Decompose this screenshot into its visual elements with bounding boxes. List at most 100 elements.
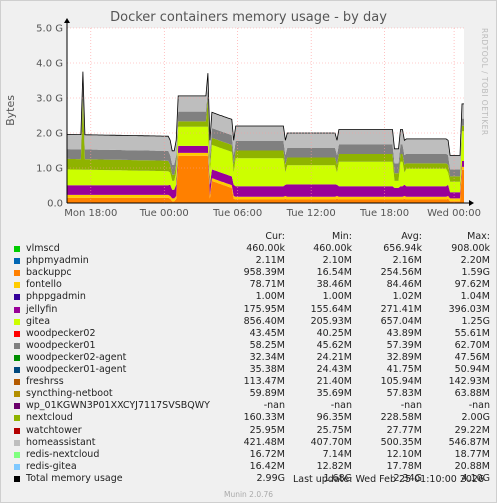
header-min: Min: [331, 231, 352, 242]
legend-series-name: wp_01KGWN3P01XXCYJ7117SVSBQWY [26, 400, 210, 412]
legend-avg-value: 656.94k [383, 243, 422, 255]
legend-cur-value: 58.25M [249, 339, 285, 351]
legend-cur-value: 160.33M [243, 412, 285, 424]
legend-swatch [14, 475, 20, 482]
legend-cur-value: 2.11M [255, 255, 285, 267]
legend-avg-value: 271.41M [380, 303, 422, 315]
legend-cur-value: 16.72M [249, 448, 285, 460]
legend-row: wp_01KGWN3P01XXCYJ7117SVSBQWY -nan -nan -na… [12, 400, 490, 412]
nextcloud-area [67, 96, 464, 182]
memory-area-chart: 0.0 1.0 G 2.0 G 3.0 G 4.0 G 5.0 G Mon 18:00 Tue… [36, 18, 481, 219]
legend-min-value: 40.25M [316, 327, 352, 339]
legend-cur-value: -nan [263, 400, 285, 412]
legend-max-value: 50.94M [454, 364, 490, 376]
legend-swatch [14, 379, 20, 386]
legend-swatch [14, 294, 20, 301]
legend-avg-value: 27.77M [386, 424, 422, 436]
legend-max-value: 142.93M [448, 376, 490, 388]
y-axis-arrow [64, 18, 70, 23]
legend-avg-value: 254.56M [380, 267, 422, 279]
legend-series-name: woodpecker02-agent [26, 351, 127, 363]
y-tick-label: 3.0 G [36, 94, 63, 105]
legend-series-name: freshrss [26, 376, 64, 388]
last-update: Last update: Wed Feb 25 01:10:00 2026 [292, 474, 484, 485]
legend-series-name: woodpecker01-agent [26, 364, 127, 376]
legend-swatch [14, 451, 20, 458]
legend-swatch [14, 246, 20, 253]
legend-cur-value: 43.45M [249, 327, 285, 339]
legend-cur-value: 25.95M [249, 424, 285, 436]
legend-swatch [14, 318, 20, 325]
legend-avg-value: 84.46M [386, 279, 422, 291]
legend-min-value: 21.40M [316, 376, 352, 388]
legend-header-row: Cur: Min: Avg: Max: [12, 231, 490, 243]
legend-cur-value: 421.48M [243, 436, 285, 448]
legend-cur-value: 460.00k [246, 243, 285, 255]
legend-avg-value: 1.02M [392, 291, 422, 303]
legend-avg-value: 2.16M [392, 255, 422, 267]
legend-min-value: 24.21M [316, 351, 352, 363]
legend-avg-value: 12.10M [386, 448, 422, 460]
legend-series-name: fontello [26, 279, 62, 291]
legend-table: Cur: Min: Avg: Max: vlmscd 460.00k 460.00k… [12, 231, 490, 485]
legend-series-name: redis-gitea [26, 460, 77, 472]
backuppc-area [67, 155, 464, 203]
legend-min-value: 155.64M [310, 303, 352, 315]
legend-row: phppgadmin 1.00M 1.00M 1.02M 1.04M [12, 291, 490, 303]
legend-series-name: woodpecker01 [26, 339, 96, 351]
legend-row: watchtower 25.95M 25.75M 27.77M 29.22M [12, 425, 490, 437]
legend-avg-value: -nan [400, 400, 422, 412]
legend-min-value: 407.70M [310, 436, 352, 448]
legend-cur-value: 32.34M [249, 351, 285, 363]
legend-min-value: 7.14M [322, 448, 352, 460]
legend-min-value: -nan [330, 400, 352, 412]
rrdtool-credit: RRDTOOL / TOBI OETIKER [480, 28, 489, 136]
legend-row: nextcloud 160.33M 96.35M 228.58M 2.00G [12, 412, 490, 424]
legend-avg-value: 43.89M [386, 327, 422, 339]
legend-row: redis-nextcloud 16.72M 7.14M 12.10M 18.77M [12, 449, 490, 461]
x-tick-label: Tue 18:00 [359, 208, 409, 219]
legend-cur-value: 856.40M [243, 315, 285, 327]
legend-row: woodpecker02-agent 32.34M 24.21M 32.89M 47.5… [12, 352, 490, 364]
legend-max-value: 63.88M [454, 388, 490, 400]
chart-title: Docker containers memory usage - by day [110, 10, 387, 25]
legend-row: fontello 78.71M 38.46M 84.46M 97.62M [12, 279, 490, 291]
legend-cur-value: 78.71M [249, 279, 285, 291]
legend-avg-value: 500.35M [380, 436, 422, 448]
legend-min-value: 12.82M [316, 460, 352, 472]
legend-avg-value: 2.34G [393, 472, 422, 484]
legend-max-value: 29.22M [454, 424, 490, 436]
legend-swatch [14, 258, 20, 265]
legend-series-name: vlmscd [26, 243, 60, 255]
legend-max-value: 62.70M [454, 339, 490, 351]
legend-max-value: 1.59G [461, 267, 490, 279]
legend-min-value: 1.68G [323, 472, 352, 484]
legend-series-name: phppgadmin [26, 291, 86, 303]
legend-swatch [14, 354, 20, 361]
legend-avg-value: 657.04M [380, 315, 422, 327]
legend-max-value: 47.56M [454, 351, 490, 363]
legend-series-name: watchtower [26, 424, 82, 436]
header-max: Max: [467, 231, 490, 242]
legend-series-name: gitea [26, 315, 51, 327]
legend-row: vlmscd 460.00k 460.00k 656.94k 908.00k [12, 243, 490, 255]
legend-max-value: 2.20M [460, 255, 490, 267]
legend-series-name: Total memory usage [26, 472, 123, 484]
legend-cur-value: 1.00M [255, 291, 285, 303]
legend-max-value: 1.25G [461, 315, 490, 327]
legend-cur-value: 113.47M [243, 376, 285, 388]
legend-series-name: woodpecker02 [26, 327, 96, 339]
y-tick-label: 0.0 [47, 199, 63, 210]
legend-avg-value: 17.78M [386, 460, 422, 472]
legend-min-value: 16.54M [316, 267, 352, 279]
legend-max-value: 18.77M [454, 448, 490, 460]
homeassistant-area [67, 71, 464, 170]
legend-series-name: jellyfin [26, 303, 58, 315]
legend-avg-value: 57.39M [386, 339, 422, 351]
header-cur: Cur: [265, 231, 285, 242]
legend-series-name: phpmyadmin [26, 255, 89, 267]
legend-swatch [14, 306, 20, 313]
legend-min-value: 45.62M [316, 339, 352, 351]
legend-min-value: 96.35M [316, 412, 352, 424]
x-tick-label: Tue 06:00 [212, 208, 262, 219]
